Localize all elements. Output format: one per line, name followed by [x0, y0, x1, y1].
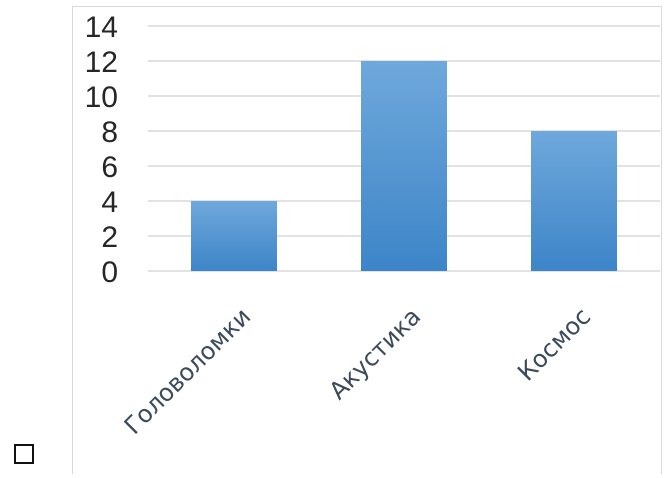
x-axis-ticks: Головоломки Акустика Космос	[119, 302, 596, 439]
bars	[191, 61, 617, 271]
y-tick-label: 4	[101, 186, 118, 219]
y-tick-label: 8	[101, 116, 118, 149]
y-tick-label: 6	[101, 151, 118, 184]
y-tick-label: 2	[101, 221, 118, 254]
bar-2	[361, 61, 447, 271]
x-tick-label: Головоломки	[119, 302, 256, 439]
y-tick-label: 10	[85, 81, 118, 114]
checkbox-empty-icon[interactable]	[14, 444, 34, 464]
x-tick-label: Акустика	[324, 302, 427, 405]
chart-frame	[72, 6, 662, 474]
x-tick-label: Космос	[512, 302, 596, 386]
y-tick-label: 0	[101, 256, 118, 289]
y-tick-label: 12	[85, 46, 118, 79]
bar-3	[531, 131, 617, 271]
y-tick-label: 14	[85, 11, 118, 44]
bar-1	[191, 201, 277, 271]
